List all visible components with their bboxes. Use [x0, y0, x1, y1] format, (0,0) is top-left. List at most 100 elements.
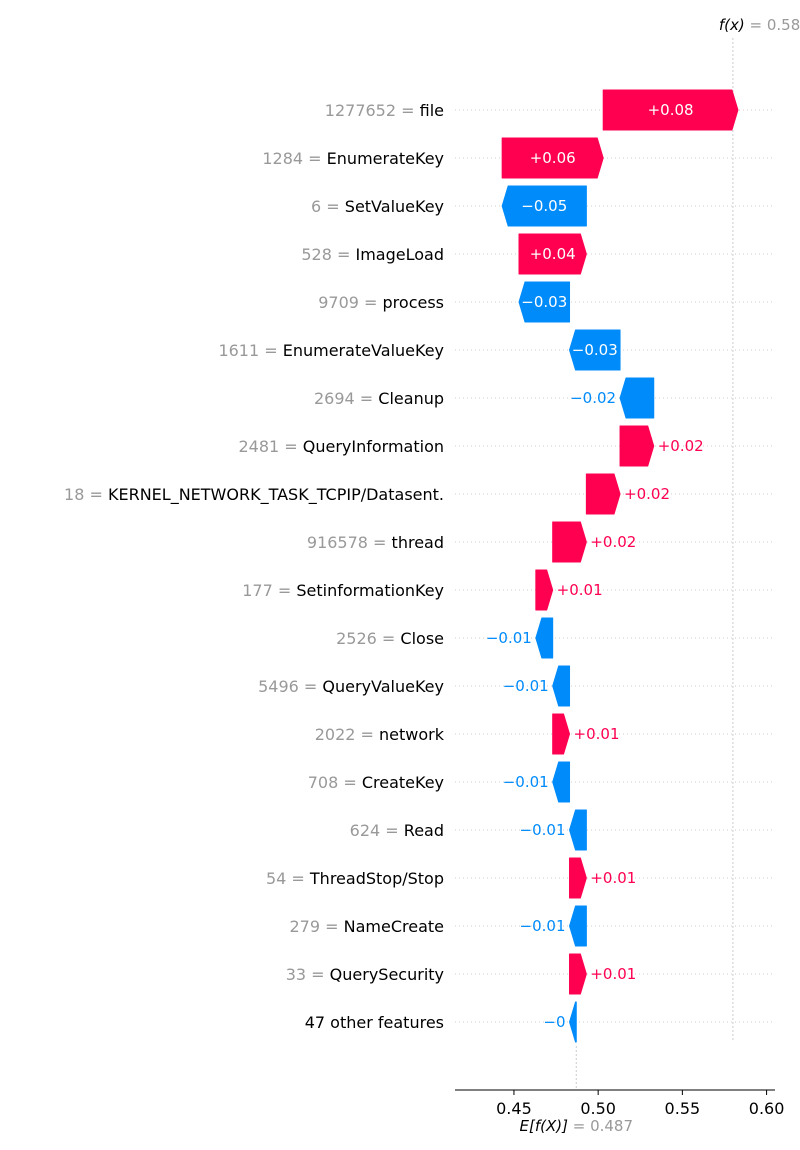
contribution-label: −0.02	[570, 389, 616, 407]
x-tick-label: 0.55	[665, 1099, 701, 1118]
feature-name: thread	[392, 533, 444, 552]
feature-label: 54 = ThreadStop/Stop	[266, 869, 444, 888]
feature-label: 2526 = Close	[336, 629, 444, 648]
feature-value: 708	[308, 773, 339, 792]
contribution-label: −0.03	[572, 341, 618, 359]
svg-text:E[f(X)] = 0.487: E[f(X)] = 0.487	[520, 1117, 634, 1135]
feature-value: 624	[350, 821, 381, 840]
contribution-label: +0.01	[574, 725, 620, 743]
x-tick-label: 0.60	[749, 1099, 785, 1118]
contribution-bar	[535, 617, 554, 659]
feature-name: Read	[404, 821, 444, 840]
feature-label: 1284 = EnumerateKey	[262, 149, 444, 168]
feature-label: 2022 = network	[315, 725, 445, 744]
feature-label: 33 = QuerySecurity	[286, 965, 444, 984]
feature-name: ThreadStop/Stop	[309, 869, 444, 888]
feature-equals: =	[273, 581, 297, 600]
contribution-bar	[518, 233, 587, 275]
feature-label: 177 = SetinformationKey	[242, 581, 444, 600]
feature-equals: =	[355, 725, 379, 744]
feature-value: 916578	[307, 533, 368, 552]
feature-value: 177	[242, 581, 273, 600]
contribution-label: −0	[543, 1013, 565, 1031]
feature-equals: =	[306, 965, 330, 984]
feature-equals: =	[279, 437, 303, 456]
contribution-bar	[619, 425, 655, 467]
feature-label: 624 = Read	[350, 821, 444, 840]
feature-label: 9709 = process	[318, 293, 444, 312]
feature-label: 279 = NameCreate	[290, 917, 445, 936]
feature-equals: =	[338, 773, 362, 792]
feature-name: CreateKey	[362, 773, 444, 792]
fx-symbol: f(x)	[719, 16, 745, 34]
feature-equals: =	[259, 341, 283, 360]
feature-label: 6 = SetValueKey	[311, 197, 444, 216]
feature-equals: =	[84, 485, 108, 504]
feature-label: 2694 = Cleanup	[314, 389, 444, 408]
feature-label: 916578 = thread	[307, 533, 444, 552]
x-axis: 0.45 0.50 0.55 0.60	[455, 1089, 785, 1118]
contribution-label: −0.01	[503, 677, 549, 695]
contribution-label: −0.01	[503, 773, 549, 791]
contribution-label: +0.01	[557, 581, 603, 599]
contribution-label: +0.04	[530, 245, 576, 263]
feature-name: Close	[400, 629, 444, 648]
contribution-bar	[569, 1001, 577, 1043]
feature-value: 1277652	[325, 101, 396, 120]
ex-value: 0.487	[590, 1117, 633, 1135]
x-tick-label: 0.45	[496, 1099, 532, 1118]
contribution-label: −0.01	[486, 629, 532, 647]
ex-equals: =	[568, 1117, 590, 1135]
feature-value: 528	[301, 245, 332, 264]
feature-label: 1277652 = file	[325, 101, 444, 120]
feature-label: 5496 = QueryValueKey	[258, 677, 444, 696]
feature-equals: =	[355, 389, 379, 408]
contribution-label: +0.08	[648, 101, 694, 119]
feature-name: KERNEL_NETWORK_TASK_TCPIP/Datasent.	[108, 485, 444, 505]
row-gridlines	[455, 109, 775, 1023]
feature-equals: =	[380, 821, 404, 840]
feature-name: EnumerateKey	[327, 149, 444, 168]
contribution-labels: +0.08 +0.06 −0.05 +0.04 −0.03 −0.03 −0.02 +0.02…	[486, 101, 704, 1031]
feature-label: 708 = CreateKey	[308, 773, 444, 792]
feature-equals: =	[299, 677, 323, 696]
feature-label: 1611 = EnumerateValueKey	[218, 341, 444, 360]
fx-value: 0.58	[767, 16, 800, 34]
feature-value: 279	[290, 917, 321, 936]
contribution-bar	[602, 89, 739, 131]
feature-name: 47 other features	[305, 1013, 444, 1032]
contribution-bar	[501, 185, 587, 227]
feature-name: ImageLoad	[356, 245, 445, 264]
contribution-bar	[552, 665, 571, 707]
contribution-label: +0.02	[658, 437, 704, 455]
feature-equals: =	[320, 917, 344, 936]
feature-value: 18	[64, 485, 84, 504]
contribution-bar	[619, 377, 655, 419]
feature-value: 9709	[318, 293, 359, 312]
feature-name: QueryInformation	[303, 437, 444, 456]
feature-label: 2481 = QueryInformation	[238, 437, 444, 456]
feature-value: 2481	[238, 437, 279, 456]
feature-name: Cleanup	[378, 389, 444, 408]
feature-labels: 1277652 = file 1284 = EnumerateKey 6 = Set…	[64, 101, 445, 1032]
feature-value: 2526	[336, 629, 377, 648]
contribution-label: +0.06	[530, 149, 576, 167]
contribution-bar	[552, 761, 571, 803]
contribution-bars	[501, 89, 739, 1043]
feature-value: 33	[286, 965, 306, 984]
output-value-label: f(x) = 0.58	[719, 16, 800, 34]
contribution-label: +0.02	[624, 485, 670, 503]
feature-name: SetinformationKey	[296, 581, 444, 600]
contribution-label: +0.02	[590, 533, 636, 551]
feature-equals: =	[286, 869, 310, 888]
feature-equals: =	[332, 245, 356, 264]
feature-value: 2694	[314, 389, 355, 408]
contribution-bar	[501, 137, 604, 179]
feature-value: 5496	[258, 677, 299, 696]
feature-label: 528 = ImageLoad	[301, 245, 444, 264]
contribution-bar	[569, 953, 587, 995]
feature-name: EnumerateValueKey	[283, 341, 444, 360]
feature-label: 47 other features	[305, 1013, 444, 1032]
contribution-label: −0.01	[520, 821, 566, 839]
